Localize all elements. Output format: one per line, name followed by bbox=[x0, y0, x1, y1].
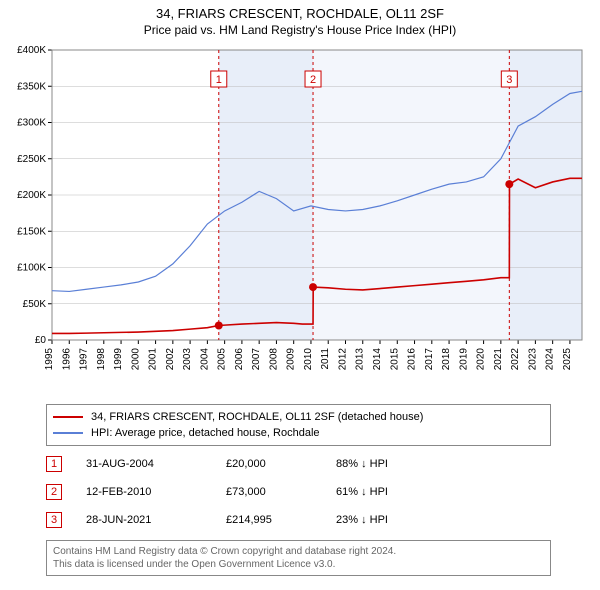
svg-text:£400K: £400K bbox=[17, 45, 46, 56]
svg-text:3: 3 bbox=[506, 74, 512, 86]
chart-area: £0 £50K £100K £150K £200K £250K £300K £350K £400… bbox=[8, 44, 592, 394]
svg-text:2: 2 bbox=[310, 74, 316, 86]
svg-text:2024: 2024 bbox=[545, 348, 556, 371]
svg-text:£350K: £350K bbox=[17, 81, 46, 92]
footer-line: This data is licensed under the Open Gov… bbox=[53, 558, 544, 571]
sale-marker-box: 3 bbox=[46, 512, 62, 528]
svg-text:2022: 2022 bbox=[510, 348, 521, 371]
legend-item: 34, FRIARS CRESCENT, ROCHDALE, OL11 2SF … bbox=[53, 409, 544, 425]
sale-delta: 23% ↓ HPI bbox=[336, 514, 456, 526]
sale-price: £20,000 bbox=[226, 458, 336, 470]
svg-text:2021: 2021 bbox=[493, 348, 504, 371]
svg-text:2025: 2025 bbox=[562, 348, 573, 371]
svg-text:2016: 2016 bbox=[407, 348, 418, 371]
legend-swatch bbox=[53, 416, 83, 418]
svg-text:2005: 2005 bbox=[217, 348, 228, 371]
chart-container: 34, FRIARS CRESCENT, ROCHDALE, OL11 2SF … bbox=[0, 0, 600, 590]
sale-row: 3 28-JUN-2021 £214,995 23% ↓ HPI bbox=[46, 506, 551, 534]
svg-text:1999: 1999 bbox=[113, 348, 124, 371]
svg-text:2003: 2003 bbox=[182, 348, 193, 371]
svg-text:2014: 2014 bbox=[372, 348, 383, 371]
sale-date: 12-FEB-2010 bbox=[86, 486, 226, 498]
svg-text:1: 1 bbox=[216, 74, 222, 86]
svg-text:£200K: £200K bbox=[17, 190, 46, 201]
svg-text:2018: 2018 bbox=[441, 348, 452, 371]
footer-line: Contains HM Land Registry data © Crown c… bbox=[53, 545, 544, 558]
sale-date: 28-JUN-2021 bbox=[86, 514, 226, 526]
svg-text:2020: 2020 bbox=[476, 348, 487, 371]
sale-row: 2 12-FEB-2010 £73,000 61% ↓ HPI bbox=[46, 478, 551, 506]
svg-text:£100K: £100K bbox=[17, 263, 46, 274]
legend-label: 34, FRIARS CRESCENT, ROCHDALE, OL11 2SF … bbox=[91, 411, 423, 423]
svg-text:2010: 2010 bbox=[303, 348, 314, 371]
svg-text:£0: £0 bbox=[35, 335, 47, 346]
svg-text:2004: 2004 bbox=[199, 348, 210, 371]
svg-text:2000: 2000 bbox=[130, 348, 141, 371]
svg-text:2015: 2015 bbox=[389, 348, 400, 371]
legend-item: HPI: Average price, detached house, Roch… bbox=[53, 425, 544, 441]
svg-text:1995: 1995 bbox=[44, 348, 55, 371]
sale-delta: 88% ↓ HPI bbox=[336, 458, 456, 470]
svg-text:2001: 2001 bbox=[148, 348, 159, 371]
svg-text:2007: 2007 bbox=[251, 348, 262, 371]
svg-text:2019: 2019 bbox=[458, 348, 469, 371]
sale-delta: 61% ↓ HPI bbox=[336, 486, 456, 498]
svg-text:2002: 2002 bbox=[165, 348, 176, 371]
svg-text:1996: 1996 bbox=[61, 348, 72, 371]
chart-title-address: 34, FRIARS CRESCENT, ROCHDALE, OL11 2SF bbox=[0, 0, 600, 21]
legend-label: HPI: Average price, detached house, Roch… bbox=[91, 427, 320, 439]
legend-swatch bbox=[53, 432, 83, 434]
svg-text:2006: 2006 bbox=[234, 348, 245, 371]
sale-row: 1 31-AUG-2004 £20,000 88% ↓ HPI bbox=[46, 450, 551, 478]
svg-text:1997: 1997 bbox=[79, 348, 90, 371]
svg-text:2013: 2013 bbox=[355, 348, 366, 371]
sale-date: 31-AUG-2004 bbox=[86, 458, 226, 470]
legend: 34, FRIARS CRESCENT, ROCHDALE, OL11 2SF … bbox=[46, 404, 551, 446]
sale-price: £73,000 bbox=[226, 486, 336, 498]
svg-text:£300K: £300K bbox=[17, 118, 46, 129]
svg-text:2008: 2008 bbox=[268, 348, 279, 371]
sales-table: 1 31-AUG-2004 £20,000 88% ↓ HPI 2 12-FEB… bbox=[46, 450, 551, 534]
chart-title-subtitle: Price paid vs. HM Land Registry's House … bbox=[0, 21, 600, 37]
sale-price: £214,995 bbox=[226, 514, 336, 526]
svg-text:£150K: £150K bbox=[17, 226, 46, 237]
svg-text:2011: 2011 bbox=[320, 348, 331, 370]
svg-text:2023: 2023 bbox=[527, 348, 538, 371]
svg-text:£250K: £250K bbox=[17, 154, 46, 165]
svg-text:2017: 2017 bbox=[424, 348, 435, 371]
svg-text:1998: 1998 bbox=[96, 348, 107, 371]
svg-text:2009: 2009 bbox=[286, 348, 297, 371]
sale-marker-box: 1 bbox=[46, 456, 62, 472]
svg-text:£50K: £50K bbox=[23, 299, 47, 310]
svg-text:2012: 2012 bbox=[337, 348, 348, 371]
attribution-footer: Contains HM Land Registry data © Crown c… bbox=[46, 540, 551, 576]
sale-marker-box: 2 bbox=[46, 484, 62, 500]
